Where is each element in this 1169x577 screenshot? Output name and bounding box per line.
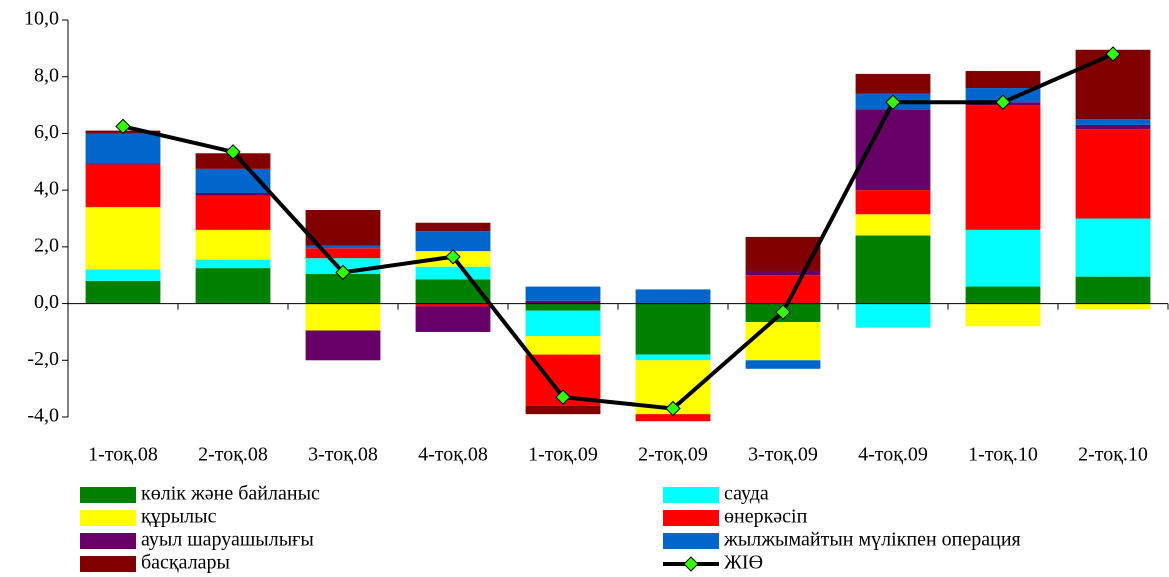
line-marker — [665, 400, 681, 417]
bar — [195, 192, 271, 196]
bar — [85, 133, 161, 164]
legend-swatch — [80, 556, 136, 572]
bar — [745, 275, 821, 304]
bar — [415, 306, 491, 332]
bar — [305, 245, 381, 249]
bar — [85, 207, 161, 270]
bar — [1075, 218, 1151, 277]
bar — [195, 259, 271, 269]
line-marker — [335, 264, 351, 281]
line-marker — [555, 389, 571, 405]
bar — [305, 209, 381, 246]
bar — [305, 330, 381, 361]
bar — [1075, 124, 1151, 130]
bar — [635, 289, 711, 304]
bar — [415, 231, 491, 252]
line-marker — [995, 94, 1011, 110]
bar — [745, 322, 821, 361]
y-tick-label: 0,0 — [34, 291, 59, 313]
bar — [85, 280, 161, 304]
bar — [415, 222, 491, 232]
bar — [855, 235, 931, 304]
x-tick-label: 2-тоқ.08 — [198, 444, 268, 466]
y-tick-label: 4,0 — [34, 178, 59, 200]
bar — [635, 354, 711, 361]
bar — [1075, 303, 1151, 310]
legend-swatch — [80, 487, 136, 503]
bar — [415, 303, 491, 307]
legend-label: көлік және байланыс — [141, 483, 320, 505]
legend-label: ЖІӨ — [724, 552, 763, 574]
x-tick-label: 1-тоқ.10 — [968, 444, 1038, 466]
bar — [965, 71, 1041, 89]
legend-label: ауыл шаруашылығы — [141, 529, 314, 551]
y-tick-label: 6,0 — [34, 121, 59, 143]
bar — [855, 73, 931, 94]
bar — [85, 269, 161, 281]
bar — [415, 266, 491, 280]
legend-marker — [683, 556, 699, 572]
bar — [195, 229, 271, 260]
line-marker — [225, 144, 241, 160]
x-tick-label: 4-тоқ.08 — [418, 444, 488, 466]
x-tick-label: 3-тоқ.09 — [748, 444, 818, 466]
bar — [525, 336, 601, 355]
bar — [1075, 129, 1151, 219]
bar — [305, 248, 381, 259]
legend-swatch — [663, 487, 719, 503]
y-tick-label: -2,0 — [27, 348, 59, 370]
x-tick-label: 2-тоқ.10 — [1078, 444, 1148, 466]
bar — [525, 286, 601, 301]
y-tick-label: 2,0 — [34, 234, 59, 256]
bar — [855, 303, 931, 328]
bar — [1075, 119, 1151, 125]
bar — [525, 303, 601, 311]
y-tick-label: 10,0 — [24, 8, 59, 30]
bar — [855, 214, 931, 236]
bar — [855, 190, 931, 215]
x-tick-label: 1-тоқ.08 — [88, 444, 158, 466]
line-marker — [775, 304, 791, 320]
bar — [525, 300, 601, 304]
bar — [305, 303, 381, 331]
legend-swatch — [663, 533, 719, 549]
legend-label: сауда — [724, 483, 769, 505]
legend-label: өнеркәсіп — [724, 506, 808, 528]
bar — [85, 164, 161, 208]
bar — [745, 360, 821, 369]
bar — [745, 270, 821, 276]
bar — [965, 303, 1041, 327]
legend-swatch — [80, 510, 136, 526]
line — [122, 52, 1114, 411]
line-marker — [885, 94, 901, 110]
bar — [965, 105, 1041, 230]
x-tick-label: 2-тоқ.09 — [638, 444, 708, 466]
bar — [965, 229, 1041, 287]
bar — [965, 286, 1041, 304]
bar — [525, 405, 601, 415]
x-tick-label: 4-тоқ.09 — [858, 444, 928, 466]
y-tick-label: -4,0 — [27, 405, 59, 427]
y-tick-label: 8,0 — [34, 64, 59, 86]
bar — [195, 195, 271, 230]
line-marker — [445, 249, 461, 265]
bar — [195, 153, 271, 169]
bar — [195, 268, 271, 304]
line-marker — [115, 118, 131, 135]
x-tick-label: 1-тоқ.09 — [528, 444, 598, 466]
x-tick-label: 3-тоқ.08 — [308, 444, 378, 466]
bar — [525, 310, 601, 337]
bar — [635, 414, 711, 422]
legend-label: басқалары — [141, 552, 230, 574]
bar — [635, 303, 711, 355]
bar — [85, 163, 161, 165]
bar — [1075, 276, 1151, 304]
legend-label: құрылыс — [141, 506, 217, 528]
legend-swatch — [663, 510, 719, 526]
legend-swatch — [80, 533, 136, 549]
legend-label: жылжымайтын мүлікпен операция — [723, 529, 1021, 551]
line-marker — [1105, 46, 1121, 62]
